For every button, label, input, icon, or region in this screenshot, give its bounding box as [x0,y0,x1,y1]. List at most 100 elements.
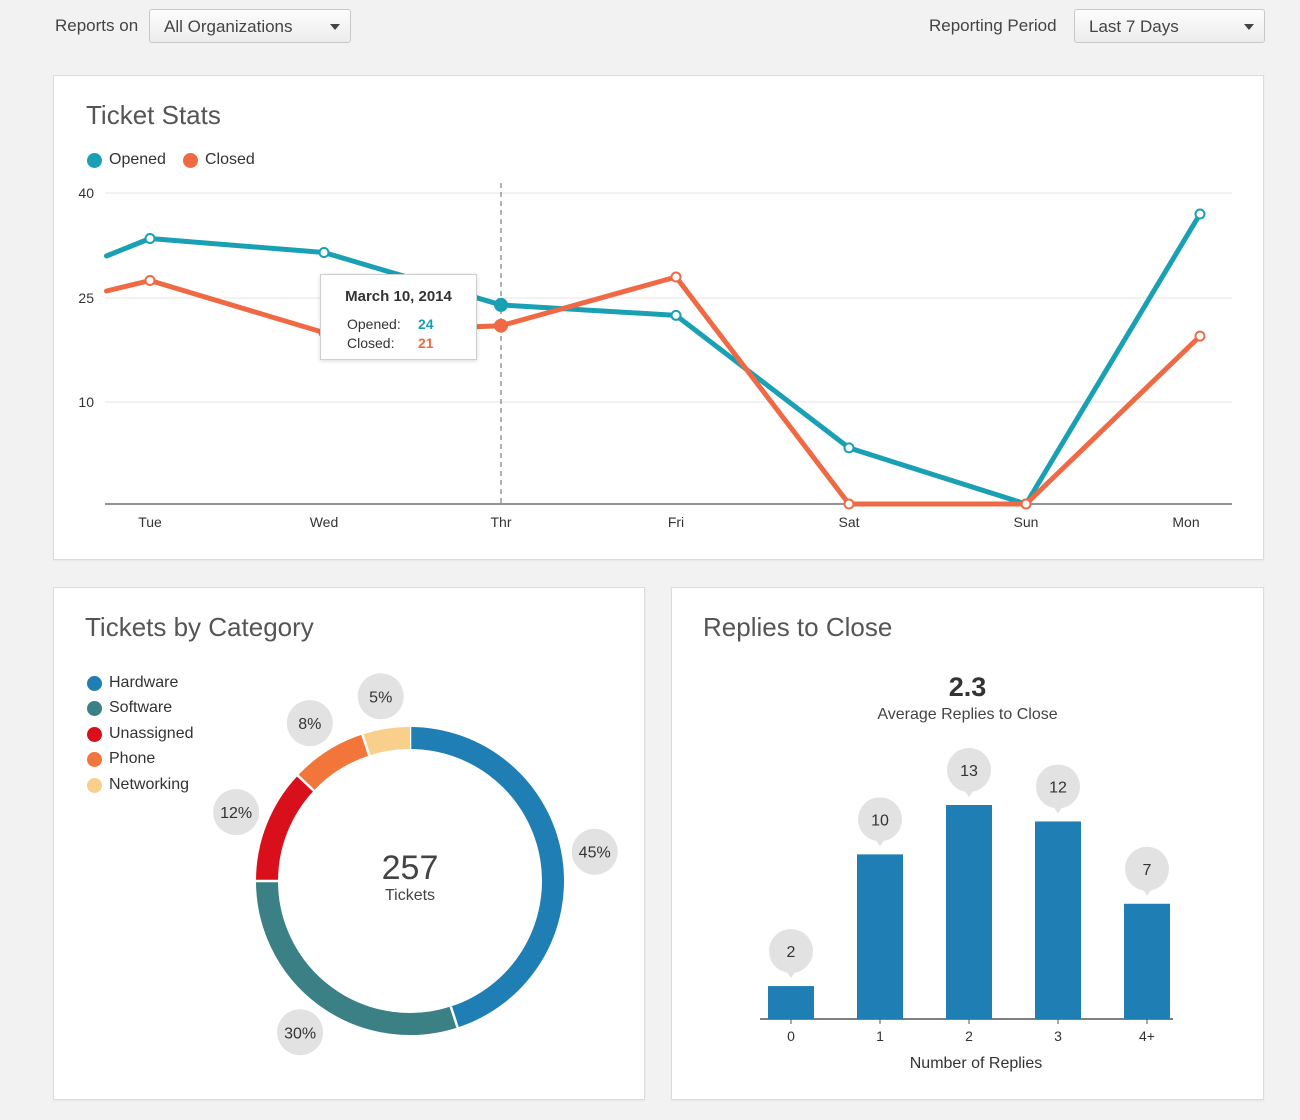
value-bubble [277,1009,324,1056]
chevron-down-icon [1244,24,1254,30]
legend-item-unassigned[interactable]: Unassigned [87,725,194,743]
reporting-period-label: Reporting Period [929,16,1057,35]
slice-separator [449,1006,459,1028]
data-point-closed [670,271,682,283]
x-tick-label: 1 [876,1028,884,1044]
y-tick-label: 10 [78,394,94,410]
slice-separator [361,734,371,756]
data-point-closed [144,275,156,286]
bar-value-label: 10 [871,812,889,829]
legend-item-software[interactable]: Software [87,699,172,717]
value-bubble [769,929,813,974]
data-point-opened [494,297,508,312]
value-bubble [571,828,618,875]
slice-value-label: 12% [220,805,252,822]
donut-total: 257 [382,849,439,887]
tooltip-closed-value: 21 [418,335,434,351]
closed-swatch-icon [183,152,198,168]
value-bubble [1036,764,1080,809]
legend-label-phone: Phone [109,750,156,767]
legend-label-opened: Opened [109,151,166,168]
donut-slice-unassigned [256,775,314,882]
organization-select-value: All Organizations [164,17,293,36]
donut-total-label: Tickets [385,887,435,904]
x-tick-label: Sun [1014,514,1039,530]
phone-swatch-icon [87,751,102,767]
x-tick-label: 0 [787,1028,795,1044]
legend-label-software: Software [109,699,173,716]
x-tick-label: Wed [310,514,339,530]
legend-label-hardware: Hardware [109,674,179,691]
ticket-stats-line-chart[interactable]: 10 25 40 Tue Wed Thr Fri Sat Sun Mon [0,0,1300,560]
bar-value-label: 13 [960,763,978,780]
y-tick-label: 40 [78,185,94,201]
value-bubble [213,789,260,836]
donut-slice-hardware [409,727,564,1028]
bar-value-label: 7 [1143,862,1152,879]
bar-2 [946,805,992,1019]
chevron-down-icon [330,24,340,30]
legend-label-unassigned: Unassigned [109,725,194,742]
bar-value-label: 2 [787,944,796,961]
series-line-closed [104,274,1203,507]
x-tick-label: 2 [965,1028,973,1044]
unassigned-swatch-icon [87,726,102,742]
value-bubble [858,797,902,842]
tooltip-opened-value: 24 [418,316,434,332]
x-tick-label: Tue [138,514,162,530]
data-point-opened [318,247,330,258]
average-replies-label: Average Replies to Close [877,706,1058,723]
bar-1 [857,854,903,1019]
x-tick-label: Mon [1172,514,1199,530]
reporting-period-select-value: Last 7 Days [1089,17,1179,36]
chart-tooltip: March 10, 2014 Opened: 24 Closed: 21 [320,274,477,360]
legend-label-networking: Networking [109,776,190,793]
legend-item-phone[interactable]: Phone [87,750,155,768]
value-bubble [286,700,333,747]
legend-item-closed[interactable]: Closed [183,151,255,169]
x-tick-label: Fri [668,514,684,530]
value-bubble [357,673,404,720]
reporting-period-select[interactable]: Last 7 Days [1074,9,1265,43]
hardware-swatch-icon [87,675,102,691]
slice-value-label: 30% [284,1025,316,1042]
data-point-opened [843,442,855,454]
average-replies-value: 2.3 [948,672,987,702]
bar-0 [768,986,814,1019]
donut-slice-software [256,880,458,1035]
tooltip-closed-label: Closed: [347,335,395,351]
x-tick-label: 4+ [1139,1028,1155,1044]
ticket-stats-title: Ticket Stats [86,100,221,130]
legend-item-hardware[interactable]: Hardware [87,674,178,692]
legend-item-networking[interactable]: Networking [87,776,189,794]
x-tick-label: Sat [838,514,859,530]
series-line-opened [104,211,1203,507]
bar-3 [1035,821,1081,1019]
ticket-stats-card: Ticket Stats Opened Closed [53,75,1264,560]
legend-label-closed: Closed [205,151,255,168]
organization-select[interactable]: All Organizations [149,9,351,43]
networking-swatch-icon [87,777,102,793]
data-point-opened [144,233,156,244]
x-tick-label: 3 [1054,1028,1062,1044]
y-tick-label: 25 [78,290,94,306]
donut-slice-phone [297,734,370,791]
tickets-by-category-donut-chart[interactable]: 257 Tickets 45% 30% 12% 8% 5% [53,587,645,1100]
tooltip-date: March 10, 2014 [345,288,452,305]
slice-value-label: 8% [298,716,321,733]
software-swatch-icon [87,700,102,716]
bar-value-label: 12 [1049,779,1067,796]
data-point-opened [1194,208,1206,220]
opened-swatch-icon [87,152,102,168]
legend-item-opened[interactable]: Opened [87,151,166,169]
donut-slice-networking [362,727,411,756]
reports-on-label: Reports on [55,16,139,35]
value-bubble [1125,846,1169,891]
slice-value-label: 45% [579,845,611,862]
tooltip-opened-label: Opened: [347,316,401,332]
value-bubble [947,748,991,792]
data-point-opened [670,309,682,321]
x-tick-label: Thr [491,514,512,530]
replies-to-close-bar-chart[interactable]: 2 0 10 1 13 2 12 3 7 4+ Number of Replies [671,587,1264,1100]
replies-to-close-title: Replies to Close [703,612,893,642]
